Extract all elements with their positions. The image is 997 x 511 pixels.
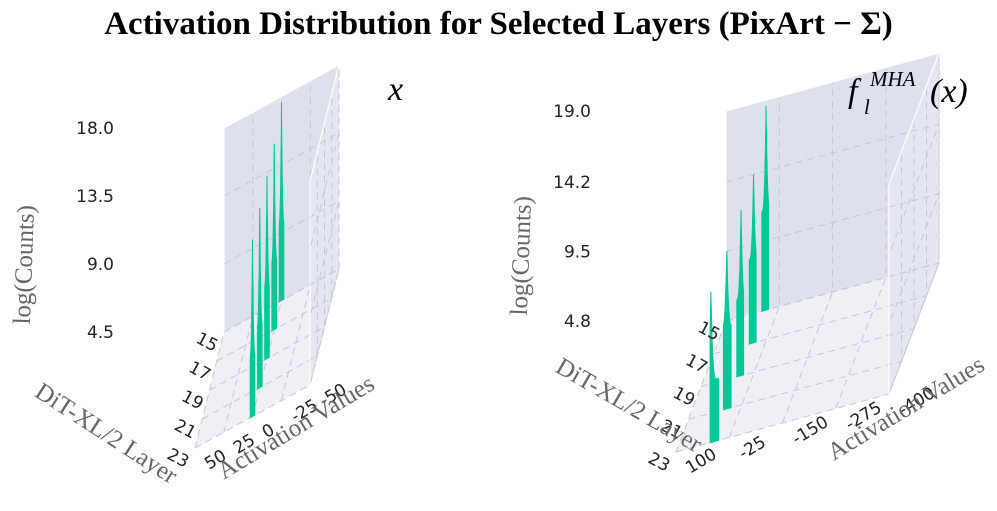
gridline-layer [713,85,927,355]
surface-layer-19 [736,209,745,378]
gridline-activation [728,96,780,438]
gridline-layer [216,94,333,362]
gridline-layer [688,151,902,420]
chart-panel-2: 4.89.514.219.0-400-275-150-2510015171921… [506,52,989,478]
surface-layer-15 [278,102,285,303]
panel-label-superscript: MHA [869,67,916,91]
panel-label-argument: (x) [930,73,968,110]
panel-label-subscript: l [864,95,870,119]
count-tick-label: 4.5 [87,323,114,343]
gridline-activation [835,67,887,409]
pane-edge [725,52,940,185]
chart-title: Activation Distribution for Selected Lay… [104,6,893,42]
panel-label: x [387,71,403,108]
surface-layer-23 [709,291,720,444]
pane-edge [223,63,340,182]
gridline-layer [725,53,940,322]
gridline-activation [782,82,833,424]
layer-tick-label: 21 [171,416,199,444]
gridline-layer [202,152,318,420]
count-tick-label: 9.5 [564,242,591,262]
surface-layer-15 [761,105,770,312]
gridline-count [223,132,340,250]
gridline-activation [280,80,311,401]
layer-tick-label: 15 [193,329,221,357]
layer-tick-label: 19 [178,387,206,415]
surface-layer-21 [256,207,263,390]
surface-layer-23 [249,239,256,419]
surface-layer-17 [748,174,757,345]
count-tick-label: 14.2 [553,173,591,193]
surface-layer-21 [722,251,732,411]
count-tick-label: 19.0 [553,102,591,122]
count-tick-label: 18.0 [76,119,114,139]
surface-layer-19 [264,175,270,361]
activation-tick-label: -25 [736,432,770,463]
count-axis-label: log(Counts) [9,205,40,325]
gridline-layer [223,65,340,333]
layer-tick-label: 17 [185,358,213,386]
gridline-layer [209,123,325,391]
count-tick-label: 4.8 [564,312,591,332]
gridline-count [223,200,340,318]
surface-layer-17 [271,143,278,332]
count-tick-label: 13.5 [76,187,114,207]
gridline-layer [700,118,915,387]
chart-panel-1: 4.59.013.518.0-50-25025501517192123log(C… [9,63,403,490]
count-tick-label: 9.0 [87,255,114,275]
gridline-activation [223,112,254,433]
layer-tick-label: 23 [645,449,673,477]
layer-axis-label: DiT-XL/2 Layer [30,378,182,490]
count-axis-label: log(Counts) [506,196,537,316]
